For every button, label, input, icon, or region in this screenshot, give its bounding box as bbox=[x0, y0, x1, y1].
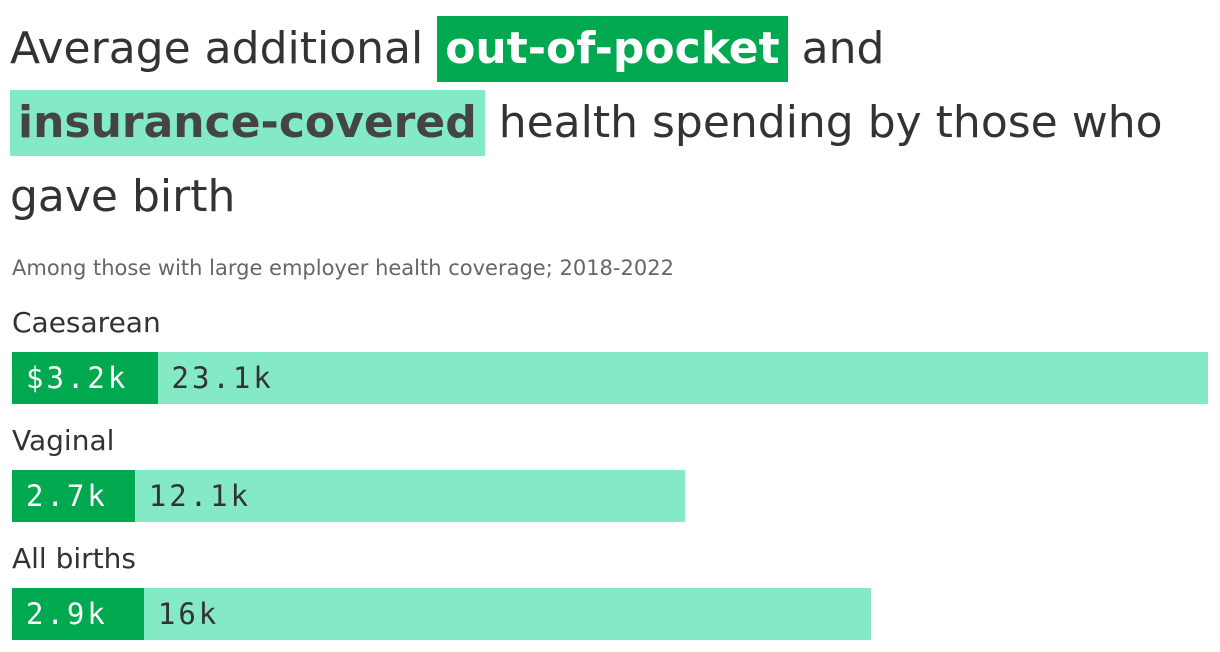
bar-segment-out-of-pocket: $3.2k bbox=[12, 352, 158, 404]
data-label: $3.2k bbox=[26, 361, 129, 395]
title-part-1: Average additional bbox=[10, 23, 438, 74]
bar-segment-insurance-covered: 12.1k bbox=[134, 470, 686, 522]
bar-segment-insurance-covered: 23.1k bbox=[157, 352, 1208, 404]
data-label: 2.9k bbox=[26, 597, 108, 631]
chart-title: Average additional out-of-pocket and ins… bbox=[10, 12, 1210, 234]
title-highlight-insurance-covered: insurance-covered bbox=[10, 90, 485, 156]
bar-vaginal: 2.7k 12.1k bbox=[12, 470, 686, 522]
bar-segment-out-of-pocket: 2.9k bbox=[12, 588, 144, 640]
bar-segment-out-of-pocket: 2.7k bbox=[12, 470, 135, 522]
title-highlight-out-of-pocket: out-of-pocket bbox=[437, 16, 788, 82]
category-label-caesarean: Caesarean bbox=[12, 306, 161, 339]
data-label: 2.7k bbox=[26, 479, 108, 513]
data-label: 23.1k bbox=[171, 361, 274, 395]
bar-caesarean: $3.2k 23.1k bbox=[12, 352, 1208, 404]
category-label-all-births: All births bbox=[12, 542, 136, 575]
data-label: 12.1k bbox=[148, 479, 252, 513]
bar-all-births: 2.9k 16k bbox=[12, 588, 872, 640]
chart-subtitle: Among those with large employer health c… bbox=[12, 256, 674, 280]
category-label-vaginal: Vaginal bbox=[12, 424, 115, 457]
bar-segment-insurance-covered: 16k bbox=[143, 588, 872, 640]
data-label: 16k bbox=[157, 597, 220, 631]
title-part-3: health spending by those who gave birth bbox=[10, 97, 1163, 222]
title-part-2: and bbox=[787, 23, 885, 74]
